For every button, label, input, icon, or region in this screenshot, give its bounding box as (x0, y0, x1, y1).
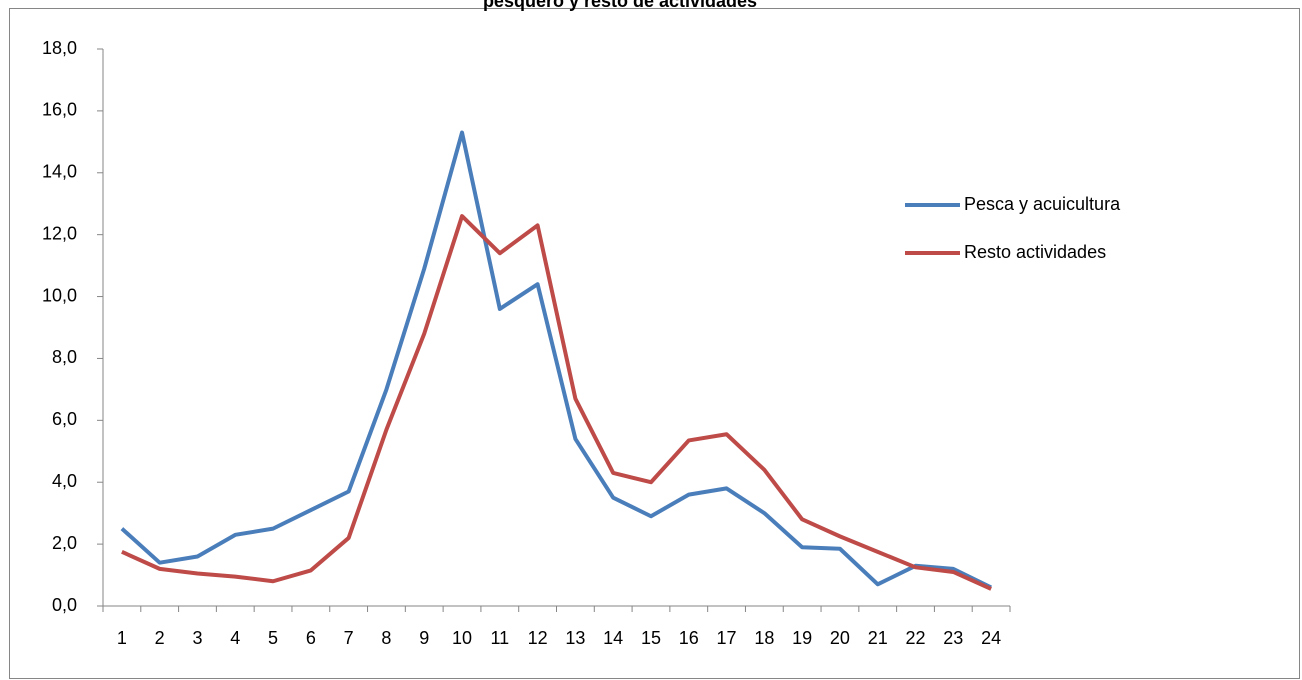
x-tick-label: 4 (230, 628, 240, 648)
x-tick-label: 14 (603, 628, 623, 648)
x-tick-label: 19 (792, 628, 812, 648)
x-tick-label: 7 (344, 628, 354, 648)
y-tick-label: 12,0 (42, 223, 77, 243)
y-tick-label: 10,0 (42, 285, 77, 305)
x-tick-label: 16 (679, 628, 699, 648)
y-tick-label: 16,0 (42, 100, 77, 120)
y-tick-label: 0,0 (52, 595, 77, 615)
x-tick-label: 13 (565, 628, 585, 648)
x-tick-label: 3 (192, 628, 202, 648)
chart-frame (9, 8, 1300, 679)
x-tick-label: 11 (490, 628, 509, 648)
x-tick-label: 24 (981, 628, 1001, 648)
y-tick-label: 4,0 (52, 471, 77, 491)
x-tick-label: 17 (717, 628, 737, 648)
series-line (120, 130, 992, 590)
x-tick-label: 5 (268, 628, 278, 648)
y-tick-label: 2,0 (52, 533, 77, 553)
x-tick-label: 18 (754, 628, 774, 648)
x-tick-label: 2 (155, 628, 165, 648)
legend-label: Resto actividades (964, 242, 1106, 262)
chart-title: pesquero y resto de actividades (483, 0, 757, 11)
y-tick-label: 6,0 (52, 409, 77, 429)
x-tick-label: 6 (306, 628, 316, 648)
x-tick-label: 9 (419, 628, 429, 648)
x-tick-label: 21 (868, 628, 888, 648)
legend-label: Pesca y acuicultura (964, 194, 1121, 214)
x-tick-label: 23 (943, 628, 963, 648)
x-tick-label: 8 (381, 628, 391, 648)
y-tick-label: 14,0 (42, 162, 77, 182)
x-tick-label: 22 (906, 628, 926, 648)
series-line (121, 214, 992, 591)
x-tick-label: 15 (641, 628, 661, 648)
x-tick-label: 12 (528, 628, 548, 648)
y-tick-label: 18,0 (42, 38, 77, 58)
x-tick-label: 20 (830, 628, 850, 648)
x-tick-label: 10 (452, 628, 472, 648)
x-tick-label: 1 (117, 628, 127, 648)
y-tick-label: 8,0 (52, 347, 77, 367)
